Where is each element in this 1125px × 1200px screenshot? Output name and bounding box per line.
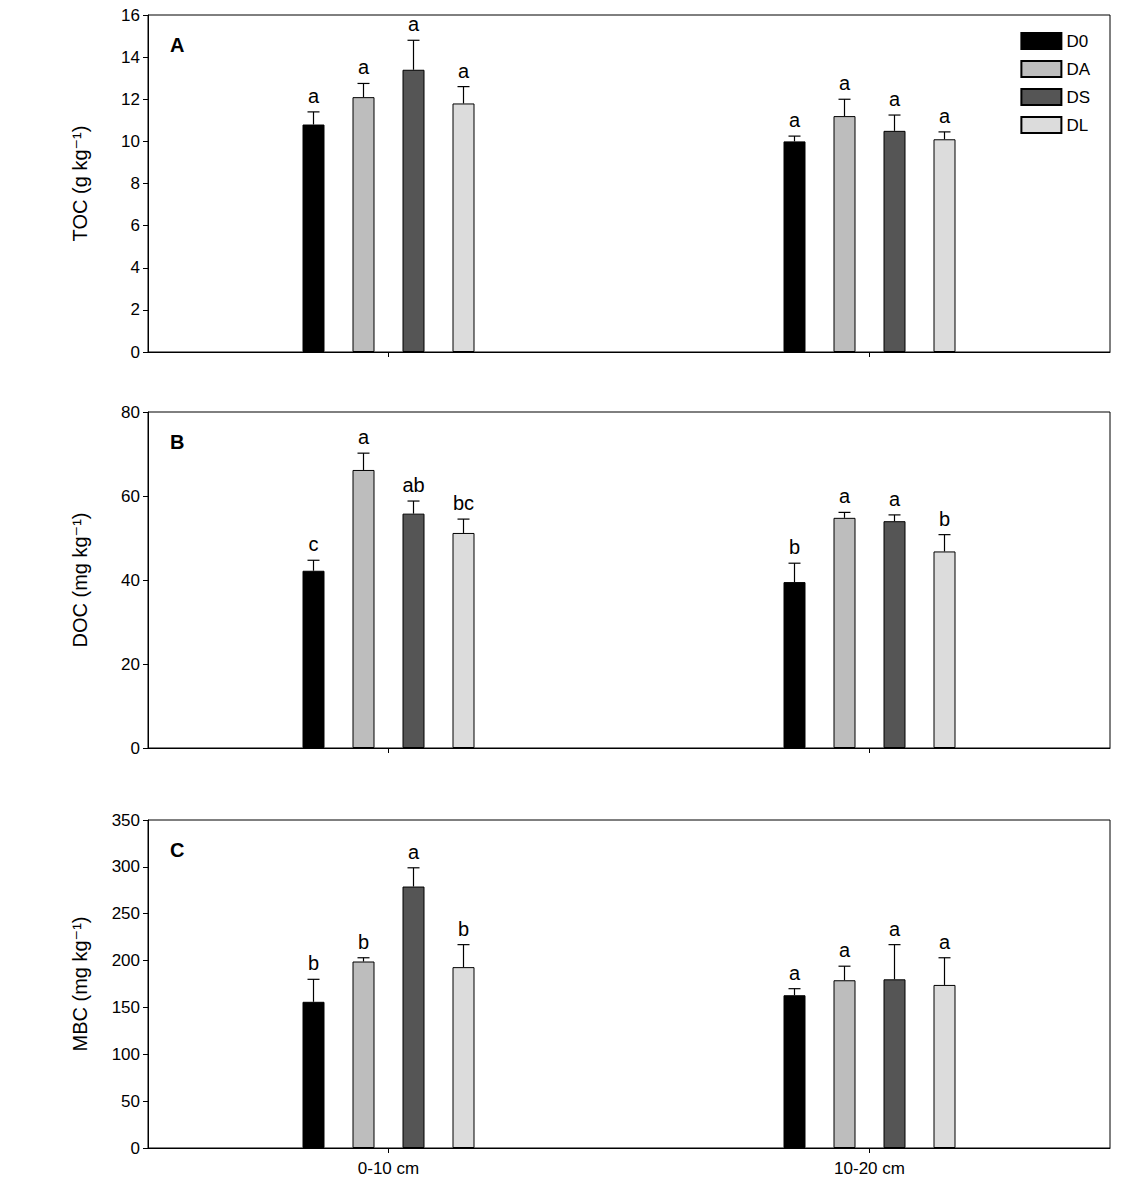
svg-text:bc: bc [453,492,474,514]
svg-text:a: a [458,60,470,82]
svg-text:a: a [939,931,951,953]
svg-text:TOC (g kg⁻¹): TOC (g kg⁻¹) [69,126,91,242]
svg-text:a: a [839,485,851,507]
svg-text:DL: DL [1066,116,1088,135]
svg-text:b: b [308,952,319,974]
svg-text:0: 0 [131,1139,140,1158]
svg-text:0-10 cm: 0-10 cm [358,1159,419,1178]
svg-text:D0: D0 [1066,32,1088,51]
svg-text:80: 80 [121,403,140,422]
svg-text:ab: ab [402,474,424,496]
svg-text:100: 100 [112,1045,140,1064]
svg-text:A: A [170,34,184,56]
svg-text:6: 6 [131,216,140,235]
svg-text:350: 350 [112,811,140,830]
svg-text:B: B [170,431,184,453]
svg-text:b: b [789,536,800,558]
svg-text:200: 200 [112,951,140,970]
svg-text:a: a [839,939,851,961]
svg-text:b: b [458,918,469,940]
svg-text:300: 300 [112,857,140,876]
svg-text:b: b [939,508,950,530]
svg-text:a: a [889,88,901,110]
svg-text:4: 4 [131,258,140,277]
svg-text:a: a [939,105,951,127]
svg-text:C: C [170,839,184,861]
svg-text:150: 150 [112,998,140,1017]
svg-text:16: 16 [121,6,140,25]
svg-text:0: 0 [131,343,140,362]
svg-text:a: a [789,109,801,131]
svg-text:DA: DA [1066,60,1090,79]
svg-text:14: 14 [121,48,140,67]
svg-text:a: a [408,13,420,35]
svg-text:0: 0 [131,739,140,758]
svg-text:MBC (mg kg⁻¹): MBC (mg kg⁻¹) [69,917,91,1052]
svg-text:DOC (mg kg⁻¹): DOC (mg kg⁻¹) [69,513,91,648]
svg-text:20: 20 [121,655,140,674]
svg-text:60: 60 [121,487,140,506]
svg-text:12: 12 [121,90,140,109]
svg-text:a: a [889,488,901,510]
svg-text:a: a [408,841,420,863]
svg-text:50: 50 [121,1092,140,1111]
svg-text:a: a [839,72,851,94]
svg-text:a: a [789,962,801,984]
svg-text:c: c [309,533,319,555]
svg-text:a: a [889,918,901,940]
svg-text:8: 8 [131,174,140,193]
svg-text:250: 250 [112,904,140,923]
svg-text:a: a [358,426,370,448]
svg-text:40: 40 [121,571,140,590]
svg-text:b: b [358,931,369,953]
svg-text:a: a [358,56,370,78]
svg-text:10-20 cm: 10-20 cm [834,1159,905,1178]
svg-text:DS: DS [1066,88,1090,107]
svg-text:10: 10 [121,132,140,151]
svg-text:2: 2 [131,300,140,319]
svg-text:a: a [308,85,320,107]
